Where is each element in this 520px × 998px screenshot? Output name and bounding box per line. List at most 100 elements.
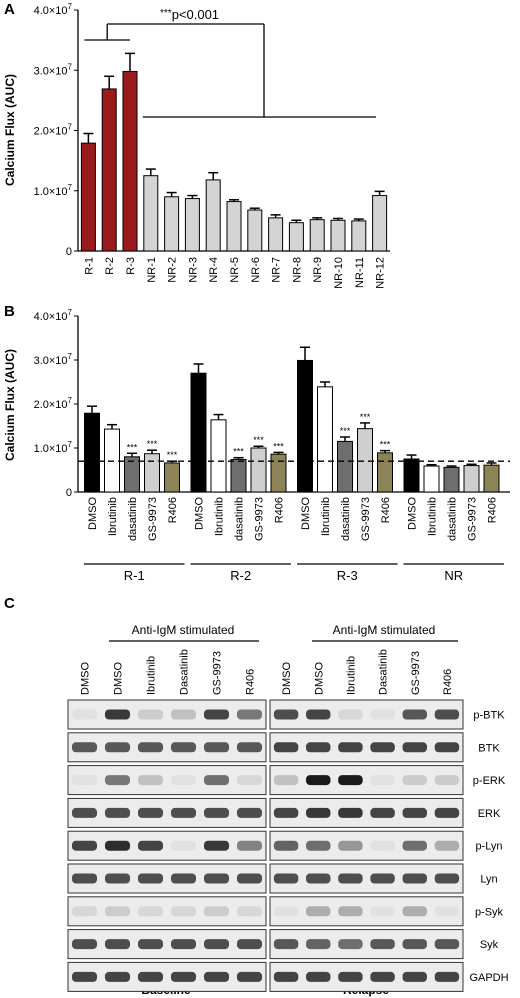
bar [210, 419, 227, 493]
baseline-band [104, 971, 131, 982]
relapse-band [370, 775, 395, 786]
baseline-band [104, 906, 131, 917]
baseline-band [137, 906, 164, 917]
relapse-band [434, 807, 460, 818]
group-label: NR [444, 568, 463, 583]
baseline-band [170, 840, 197, 851]
baseline-band [236, 840, 263, 851]
x-tick-label: NR-2 [167, 257, 179, 283]
baseline-band [203, 742, 230, 753]
x-tick-label: R406 [167, 497, 179, 523]
y-tick-label: 3.0×107 [34, 352, 73, 367]
x-tick-label: R406 [274, 497, 286, 523]
bar [250, 447, 267, 493]
relapse-lane-label: GS-9973 [410, 651, 422, 695]
baseline-band [236, 807, 263, 818]
relapse-band [273, 873, 299, 884]
relapse-band [273, 709, 299, 720]
bar [124, 456, 140, 493]
bar [297, 359, 313, 493]
x-tick-label: Ibrutinib [320, 497, 332, 536]
relapse-band [402, 709, 427, 720]
relapse-lane-label: R406 [442, 669, 454, 695]
x-tick-label: dasatinib [127, 497, 139, 541]
relapse-lane-label: DMSO [281, 662, 293, 695]
relapse-band [402, 873, 427, 884]
baseline-band [203, 775, 230, 786]
baseline-band [104, 873, 131, 884]
bar [143, 175, 159, 252]
relapse-blot-strip [269, 797, 464, 828]
baseline-band [137, 939, 164, 950]
relapse-band [434, 840, 460, 851]
x-tick-label: dasatinib [340, 497, 352, 541]
x-tick-label: R406 [487, 497, 499, 523]
bar [309, 219, 325, 252]
protein-label: Syk [480, 939, 499, 951]
relapse-band [273, 906, 299, 917]
baseline-blot-strip [67, 797, 267, 828]
y-tick-label: 0 [66, 487, 72, 499]
relapse-band [434, 971, 460, 982]
relapse-band [434, 709, 460, 720]
y-tick-label: 1.0×107 [34, 183, 73, 198]
relapse-blot-strip [269, 765, 464, 796]
x-tick-label: NR-6 [250, 257, 262, 283]
panel-label-a: A [4, 1, 15, 18]
x-tick-label: NR-12 [375, 257, 387, 289]
baseline-band [137, 775, 164, 786]
baseline-band [170, 939, 197, 950]
relapse-band [338, 873, 363, 884]
baseline-band [71, 840, 98, 851]
relapse-band [338, 807, 363, 818]
panel-a-significance-text: p<0.001 [172, 7, 219, 22]
baseline-blot-strip [67, 929, 267, 960]
panel-a-y-axis-title: Calcium Flux (AUC) [3, 74, 17, 186]
relapse-band [370, 709, 395, 720]
baseline-band [137, 742, 164, 753]
bar [372, 195, 388, 252]
baseline-band [203, 709, 230, 720]
relapse-band [370, 807, 395, 818]
relapse-band [402, 939, 427, 950]
relapse-band [370, 971, 395, 982]
baseline-stim-label: Anti-IgM stimulated [132, 623, 235, 637]
protein-label: p-BTK [473, 710, 505, 722]
significance-marker: *** [253, 435, 264, 445]
protein-label: ERK [478, 808, 501, 820]
relapse-band [338, 709, 363, 720]
baseline-band [170, 873, 197, 884]
baseline-band [71, 873, 98, 884]
x-tick-label: NR-4 [208, 257, 220, 283]
bar [483, 464, 500, 493]
relapse-band [306, 742, 331, 753]
baseline-band [71, 939, 98, 950]
baseline-blot-strip [67, 863, 267, 894]
significance-marker: *** [167, 450, 178, 460]
relapse-band [273, 840, 299, 851]
baseline-band [71, 709, 98, 720]
relapse-band [434, 873, 460, 884]
relapse-band [273, 807, 299, 818]
bar [337, 440, 353, 493]
relapse-lane-label: Ibrutinib [345, 656, 357, 695]
x-tick-label: R-3 [125, 257, 137, 275]
bar [351, 220, 367, 252]
relapse-band [434, 775, 460, 786]
relapse-band [306, 906, 331, 917]
baseline-band [104, 709, 131, 720]
relapse-band [338, 775, 363, 786]
bar [80, 142, 96, 252]
panel-label-c: C [4, 595, 15, 612]
bar [330, 219, 346, 252]
relapse-band [370, 906, 395, 917]
baseline-lane-label: R406 [245, 669, 257, 695]
bar [247, 209, 263, 252]
relapse-band [273, 775, 299, 786]
relapse-band [434, 742, 460, 753]
relapse-band [402, 840, 427, 851]
baseline-band [203, 873, 230, 884]
x-tick-label: GS-9973 [147, 497, 159, 541]
significance-marker: *** [340, 426, 351, 436]
y-tick-label: 0 [66, 246, 72, 258]
